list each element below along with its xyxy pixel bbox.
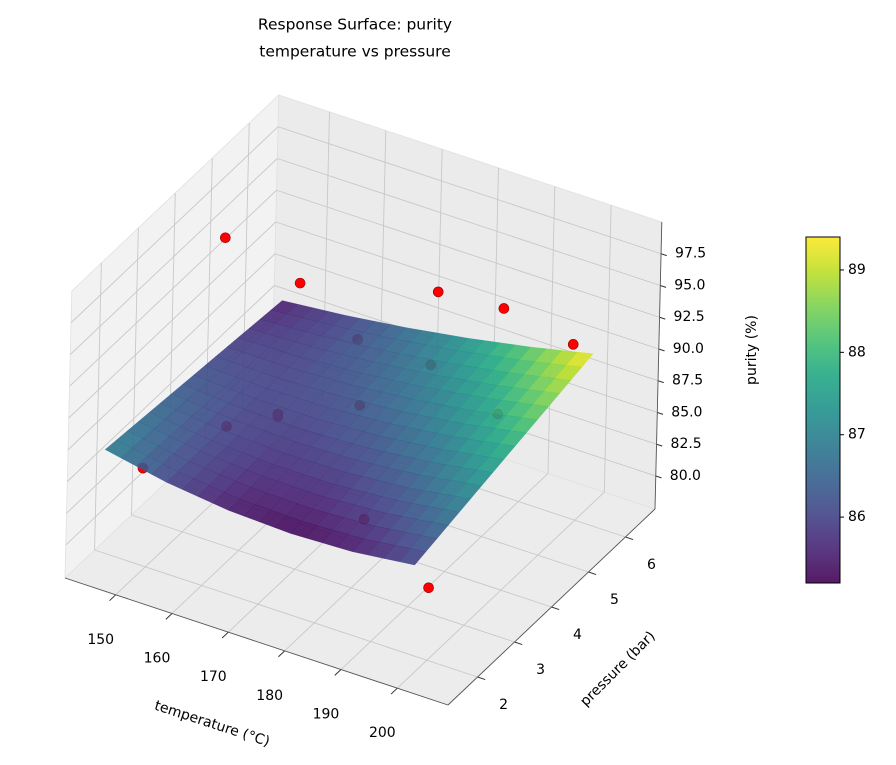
y-axis-line <box>447 508 656 706</box>
visible-points <box>220 232 579 350</box>
grid-line <box>68 221 277 419</box>
x-tick-label: 200 <box>369 725 396 741</box>
z-tick-label: 92.5 <box>674 309 705 325</box>
grid-line <box>70 126 279 324</box>
grid-line <box>67 253 276 451</box>
z-tick-label: 90.0 <box>673 341 704 357</box>
z-tick <box>660 253 667 257</box>
x-tick <box>334 669 342 676</box>
x-tick <box>109 594 117 602</box>
colorbar: 86 87 88 89 <box>805 236 866 584</box>
grid-line <box>94 262 102 551</box>
y-tick-label: 5 <box>610 592 619 608</box>
y-tick-label: 6 <box>647 557 656 573</box>
z-tick-label: 80.0 <box>670 468 701 484</box>
y-tick <box>477 676 486 681</box>
grid-line <box>131 227 139 516</box>
data-point <box>220 232 231 244</box>
x-tick-label: 190 <box>313 707 340 723</box>
z-tick-label: 82.5 <box>671 436 702 452</box>
grid-line <box>69 189 277 387</box>
z-tick-label: 87.5 <box>672 373 703 389</box>
surface <box>104 300 594 566</box>
grid-line <box>69 158 278 355</box>
y-tick-label: 3 <box>536 662 545 678</box>
z-tick <box>660 285 667 288</box>
x-tick <box>390 687 398 695</box>
x-axis-line <box>64 577 449 706</box>
data-point <box>567 339 579 350</box>
data-point <box>423 582 434 594</box>
colorbar-body <box>805 236 841 584</box>
colorbar-tick-label: 88 <box>848 344 866 360</box>
z-axis-label: purity (%) <box>744 315 760 385</box>
grid-line <box>94 549 478 678</box>
z-tick-label: 85.0 <box>671 404 702 420</box>
colorbar-tick-label: 89 <box>848 262 866 278</box>
y-tick <box>588 571 597 576</box>
x-tick <box>278 650 286 658</box>
y-tick-label: 2 <box>499 697 508 713</box>
y-tick-label: 4 <box>573 627 582 643</box>
z-tick <box>656 443 663 447</box>
axes: 150 160 170 180 190 200 2 3 4 5 6 80.0 82.5 85.0 87.5 9… <box>64 221 706 741</box>
grid-line <box>277 126 662 255</box>
y-axis-label: pressure (bar) <box>577 628 658 709</box>
x-axis-label: temperature (°C) <box>152 698 271 750</box>
data-point <box>498 303 510 314</box>
chart-title: Response Surface: purity <box>258 16 452 34</box>
data-point <box>432 286 444 298</box>
x-tick-label: 160 <box>144 650 171 666</box>
y-tick <box>625 536 634 541</box>
grid-line <box>275 221 659 350</box>
x-tick <box>221 631 229 639</box>
x-tick <box>165 613 173 620</box>
chart-subtitle: temperature vs pressure <box>259 43 450 61</box>
grid-line <box>276 189 660 318</box>
grid-line <box>131 514 515 643</box>
z-tick-label: 97.5 <box>675 246 706 262</box>
y-tick <box>551 606 560 611</box>
grid-line <box>547 186 556 474</box>
z-tick <box>655 475 662 479</box>
z-tick <box>657 380 664 384</box>
colorbar-tick-label: 86 <box>848 509 866 525</box>
x-tick-label: 150 <box>87 632 114 648</box>
grid-line <box>277 158 661 286</box>
z-tick <box>657 412 664 415</box>
y-tick <box>514 641 523 646</box>
colorbar-tick-label: 87 <box>848 427 866 443</box>
surface-patch <box>398 548 427 566</box>
grid-line <box>66 285 275 482</box>
z-tick <box>659 316 666 320</box>
x-tick-label: 180 <box>256 688 283 704</box>
grid-line <box>603 205 612 493</box>
z-tick-label: 95.0 <box>674 277 705 293</box>
z-tick <box>658 348 665 352</box>
data-point <box>294 277 306 289</box>
grid-line <box>274 253 659 382</box>
z-axis-line <box>654 221 663 510</box>
x-tick-label: 170 <box>200 669 227 685</box>
